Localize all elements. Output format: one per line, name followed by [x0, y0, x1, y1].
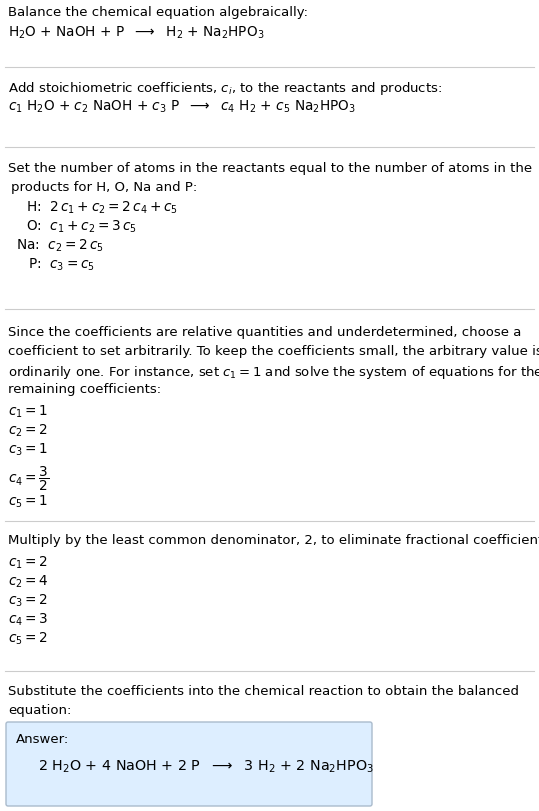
- Text: 2 H$_2$O + 4 NaOH + 2 P  $\longrightarrow$  3 H$_2$ + 2 Na$_2$HPO$_3$: 2 H$_2$O + 4 NaOH + 2 P $\longrightarrow…: [38, 758, 374, 775]
- Text: $c_5 = 1$: $c_5 = 1$: [8, 493, 48, 510]
- Text: Multiply by the least common denominator, 2, to eliminate fractional coefficient: Multiply by the least common denominator…: [8, 534, 539, 547]
- Text: Set the number of atoms in the reactants equal to the number of atoms in the: Set the number of atoms in the reactants…: [8, 162, 532, 175]
- Text: $c_5 = 2$: $c_5 = 2$: [8, 630, 48, 646]
- Text: $c_3 = 2$: $c_3 = 2$: [8, 592, 48, 608]
- Text: O:  $c_1 + c_2 = 3\,c_5$: O: $c_1 + c_2 = 3\,c_5$: [26, 219, 137, 235]
- Text: equation:: equation:: [8, 703, 71, 716]
- Text: Substitute the coefficients into the chemical reaction to obtain the balanced: Substitute the coefficients into the che…: [8, 684, 519, 697]
- Text: Since the coefficients are relative quantities and underdetermined, choose a: Since the coefficients are relative quan…: [8, 325, 521, 338]
- Text: Add stoichiometric coefficients, $c_i$, to the reactants and products:: Add stoichiometric coefficients, $c_i$, …: [8, 80, 442, 97]
- Text: coefficient to set arbitrarily. To keep the coefficients small, the arbitrary va: coefficient to set arbitrarily. To keep …: [8, 345, 539, 358]
- Text: $c_1 = 1$: $c_1 = 1$: [8, 404, 48, 420]
- Text: products for H, O, Na and P:: products for H, O, Na and P:: [11, 181, 197, 194]
- Text: $c_1$ H$_2$O + $c_2$ NaOH + $c_3$ P  $\longrightarrow$  $c_4$ H$_2$ + $c_5$ Na$_: $c_1$ H$_2$O + $c_2$ NaOH + $c_3$ P $\lo…: [8, 99, 356, 115]
- Text: ordinarily one. For instance, set $c_1 = 1$ and solve the system of equations fo: ordinarily one. For instance, set $c_1 =…: [8, 363, 539, 380]
- Text: Balance the chemical equation algebraically:: Balance the chemical equation algebraica…: [8, 6, 308, 19]
- Text: Answer:: Answer:: [16, 732, 69, 745]
- Text: H:  $2\,c_1 + c_2 = 2\,c_4 + c_5$: H: $2\,c_1 + c_2 = 2\,c_4 + c_5$: [26, 200, 178, 217]
- Text: $c_4 = 3$: $c_4 = 3$: [8, 611, 48, 628]
- Text: $c_2 = 2$: $c_2 = 2$: [8, 423, 48, 439]
- Text: P:  $c_3 = c_5$: P: $c_3 = c_5$: [28, 257, 95, 273]
- Text: $c_1 = 2$: $c_1 = 2$: [8, 554, 48, 571]
- Text: $c_4 = \dfrac{3}{2}$: $c_4 = \dfrac{3}{2}$: [8, 465, 50, 492]
- Text: $c_3 = 1$: $c_3 = 1$: [8, 441, 48, 458]
- Text: Na:  $c_2 = 2\,c_5$: Na: $c_2 = 2\,c_5$: [16, 238, 104, 254]
- Text: $c_2 = 4$: $c_2 = 4$: [8, 573, 49, 590]
- Text: remaining coefficients:: remaining coefficients:: [8, 383, 161, 396]
- FancyBboxPatch shape: [6, 722, 372, 806]
- Text: H$_2$O + NaOH + P  $\longrightarrow$  H$_2$ + Na$_2$HPO$_3$: H$_2$O + NaOH + P $\longrightarrow$ H$_2…: [8, 25, 265, 41]
